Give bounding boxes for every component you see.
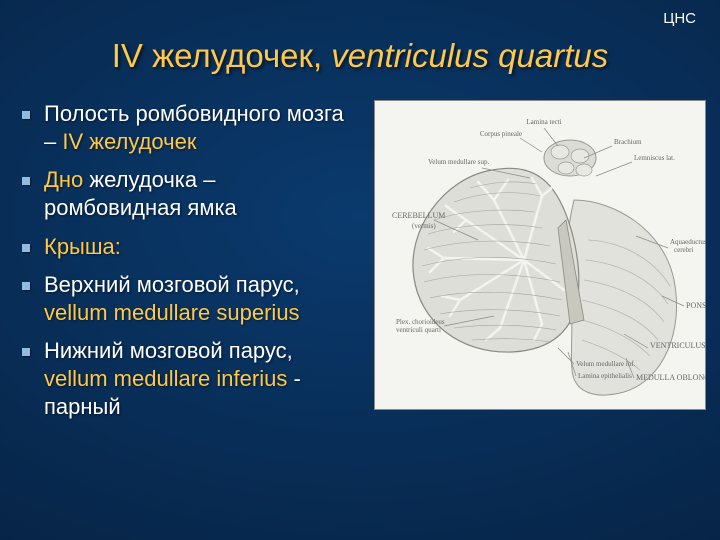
svg-text:PONS: PONS bbox=[686, 301, 706, 310]
svg-text:cerebri: cerebri bbox=[674, 246, 693, 254]
svg-text:Aquaeductus: Aquaeductus bbox=[670, 238, 706, 246]
svg-text:Brachium: Brachium bbox=[614, 138, 642, 146]
body-text: Нижний мозговой парус, bbox=[44, 338, 293, 363]
svg-text:Velum medullare inf.: Velum medullare inf. bbox=[576, 360, 636, 368]
highlight-text: Крыша: bbox=[44, 234, 121, 259]
body-text: Верхний мозговой парус, bbox=[44, 272, 300, 297]
svg-text:VENTRICULUS IV: VENTRICULUS IV bbox=[650, 341, 706, 350]
list-item: Верхний мозговой парус, vellum medullare… bbox=[14, 271, 354, 327]
svg-text:(vermis): (vermis) bbox=[412, 222, 436, 230]
svg-text:ventriculi quarti: ventriculi quarti bbox=[396, 326, 441, 334]
svg-text:Lamina tecti: Lamina tecti bbox=[526, 118, 561, 126]
highlight-text: vellum medullare inferius bbox=[44, 366, 287, 391]
list-item: Нижний мозговой парус, vellum medullare … bbox=[14, 337, 354, 421]
corner-label: ЦНС bbox=[663, 10, 696, 27]
slide-title: IV желудочек, ventriculus quartus bbox=[0, 36, 720, 76]
svg-text:Velum medullare sup.: Velum medullare sup. bbox=[428, 158, 489, 166]
anatomy-figure: Lamina tecti Corpus pineale Brachium Lemnis… bbox=[374, 100, 706, 410]
svg-text:MEDULLA OBLONGATA: MEDULLA OBLONGATA bbox=[636, 373, 706, 382]
title-part1: IV желудочек, bbox=[112, 37, 332, 74]
bullet-list-container: Полость ромбовидного мозга – IV желудоче… bbox=[14, 100, 354, 432]
svg-text:Lemniscus lat.: Lemniscus lat. bbox=[634, 154, 675, 162]
svg-text:Corpus pineale: Corpus pineale bbox=[480, 130, 522, 138]
title-part2: ventriculus quartus bbox=[331, 37, 608, 74]
svg-text:Plex. chorioideus: Plex. chorioideus bbox=[396, 318, 445, 326]
highlight-text: vellum medullare superius bbox=[44, 300, 300, 325]
svg-text:CEREBELLUM: CEREBELLUM bbox=[392, 211, 445, 220]
list-item: Дно желудочка – ромбовидная ямка bbox=[14, 166, 354, 222]
highlight-text: IV желудочек bbox=[62, 129, 196, 154]
svg-text:Lamina epithelialis: Lamina epithelialis bbox=[578, 372, 632, 380]
highlight-text: Дно bbox=[44, 167, 89, 192]
list-item: Полость ромбовидного мозга – IV желудоче… bbox=[14, 100, 354, 156]
bullet-list: Полость ромбовидного мозга – IV желудоче… bbox=[14, 100, 354, 422]
list-item: Крыша: bbox=[14, 233, 354, 261]
